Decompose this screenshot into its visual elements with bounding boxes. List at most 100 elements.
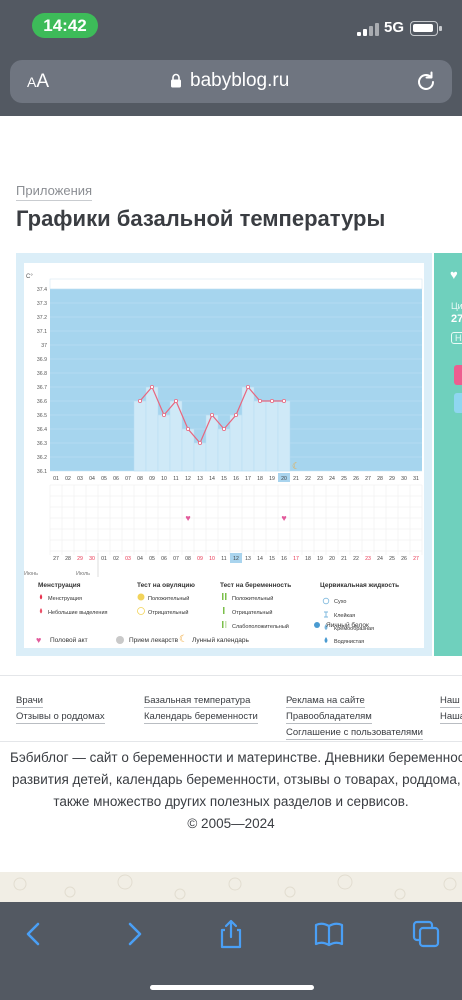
home-indicator [150, 985, 314, 990]
heart-icon: ♥ [185, 513, 190, 523]
day-tick-label: 24 [329, 476, 335, 482]
ovulation-positive-icon [137, 593, 145, 601]
day-tick-label: 07 [125, 476, 131, 482]
cycle-date-label: 11 [221, 556, 226, 562]
aa-large: A [36, 71, 50, 92]
y-tick-label: 37.2 [37, 315, 47, 321]
heart-icon: ♥ [36, 635, 42, 645]
forward-icon[interactable] [118, 918, 150, 950]
tabs-icon[interactable] [410, 918, 442, 950]
day-tick-label: 04 [89, 476, 95, 482]
temperature-point [185, 426, 190, 431]
heart-icon[interactable]: ♥ [450, 267, 458, 282]
breadcrumb[interactable]: Приложения [16, 183, 93, 201]
moon-icon: ☾ [292, 461, 300, 471]
back-icon[interactable] [18, 918, 50, 950]
footer-link[interactable]: Реклама на сайте [286, 695, 365, 708]
y-tick-label: 37.1 [37, 329, 47, 335]
browser-top-bar: 14:42 5G AA babyblog.ru [0, 0, 462, 116]
y-tick-label: 36.8 [37, 371, 47, 377]
add-button[interactable] [454, 393, 462, 413]
day-tick-label: 25 [341, 476, 347, 482]
day-tick-label: 16 [233, 476, 239, 482]
cycle-date-label: 21 [341, 556, 347, 562]
day-tick-label: 13 [197, 476, 203, 482]
cycle-date-label: 17 [293, 556, 299, 562]
day-tick-label: 10 [161, 476, 167, 482]
legend-pregnancy-item: Отрицательный [232, 609, 273, 616]
share-icon[interactable] [215, 918, 247, 950]
footer-divider [0, 741, 462, 742]
cycle-date-label: 07 [173, 556, 179, 562]
cycle-date-label: 27 [53, 556, 59, 562]
legend-pregnancy-title: Тест на беременность [220, 581, 291, 589]
address-bar[interactable]: AA babyblog.ru [10, 60, 452, 103]
text-size-button[interactable]: AA [27, 71, 49, 93]
footer-link[interactable]: Наш [440, 695, 460, 708]
about-line: также множество других полезных разделов… [53, 794, 409, 809]
legend-ovulation-title: Тест на овуляцию [137, 582, 195, 589]
cycle-date-label: 06 [161, 556, 167, 562]
y-tick-label: 36.6 [37, 399, 47, 405]
y-tick-label: 37.4 [37, 287, 47, 293]
events-grid-background [50, 485, 422, 555]
temperature-bar [277, 400, 291, 472]
day-tick-label: 23 [317, 476, 323, 482]
footer-link[interactable]: Базальная температура [144, 695, 251, 708]
legend-cervical-item: Сухо [334, 599, 346, 605]
y-tick-label: 36.5 [37, 413, 47, 419]
y-tick-label: 36.4 [37, 427, 47, 433]
footer-link[interactable]: Отзывы о роддомах [16, 711, 105, 724]
cycle-date-label: 24 [377, 556, 383, 562]
legend-cervical-title: Цервикальная жидкость [320, 582, 399, 589]
footer-link[interactable]: Наша [440, 711, 462, 724]
legend-bottom-item: Прием лекарств [129, 637, 179, 644]
pregnancy-weak-icon [222, 621, 227, 628]
y-tick-label: 37 [41, 343, 47, 349]
temperature-point [197, 440, 202, 445]
cycle-date-label: 13 [245, 556, 251, 562]
y-tick-label: 36.7 [37, 385, 47, 391]
url-text[interactable]: babyblog.ru [190, 70, 290, 91]
cycle-date-label: 15 [269, 556, 275, 562]
aa-small: A [27, 74, 37, 90]
heart-icon: ♥ [281, 513, 286, 523]
moon-icon: ☾ [179, 634, 188, 645]
bbt-chart: C° 37.4 37.3 37.2 37.1 37 36.9 36.8 36.7 36.6 36.… [24, 274, 423, 645]
cervical-sticky-icon [324, 611, 328, 618]
temperature-point [233, 412, 238, 417]
cycle-date-label: 01 [101, 556, 107, 562]
cycle-date-label: 04 [137, 556, 143, 562]
temperature-point [173, 398, 178, 403]
side-text: Ци [451, 301, 462, 311]
cycle-date-label: 19 [317, 556, 323, 562]
cervical-eggwhite-icon [314, 622, 320, 628]
legend-cervical-item: Водянистая [334, 639, 364, 645]
day-tick-label: 08 [137, 476, 143, 482]
day-tick-label: 01 [53, 476, 59, 482]
day-tick-label: 26 [353, 476, 359, 482]
temperature-point [150, 385, 155, 390]
y-tick-label: 36.1 [37, 469, 47, 475]
day-tick-label: 27 [365, 476, 371, 482]
day-tick-label: 28 [377, 476, 383, 482]
footer-link[interactable]: Правообладателям [286, 711, 372, 724]
side-button[interactable]: Н [451, 332, 462, 344]
pregnancy-positive-icon [222, 593, 227, 600]
temperature-bar [193, 442, 207, 472]
cycle-date-label: 23 [365, 556, 371, 562]
footer-link[interactable]: Врачи [16, 695, 43, 708]
bookmarks-icon[interactable] [313, 918, 345, 950]
cycle-date-label: 10 [209, 556, 215, 562]
plot-top-strip [49, 278, 423, 290]
y-tick-label: 36.9 [37, 357, 47, 363]
about-text: Бэбиблог — сайт о беременности и материн… [0, 747, 462, 835]
share-button[interactable] [454, 365, 462, 385]
reload-icon[interactable] [416, 71, 437, 92]
footer-link[interactable]: Календарь беременности [144, 711, 258, 724]
footer-divider [0, 675, 462, 676]
footer-link[interactable]: Соглашение с пользователями [286, 727, 423, 740]
legend-cervical-item: Клейкая [334, 612, 355, 619]
cervical-watery-icon [324, 637, 328, 643]
